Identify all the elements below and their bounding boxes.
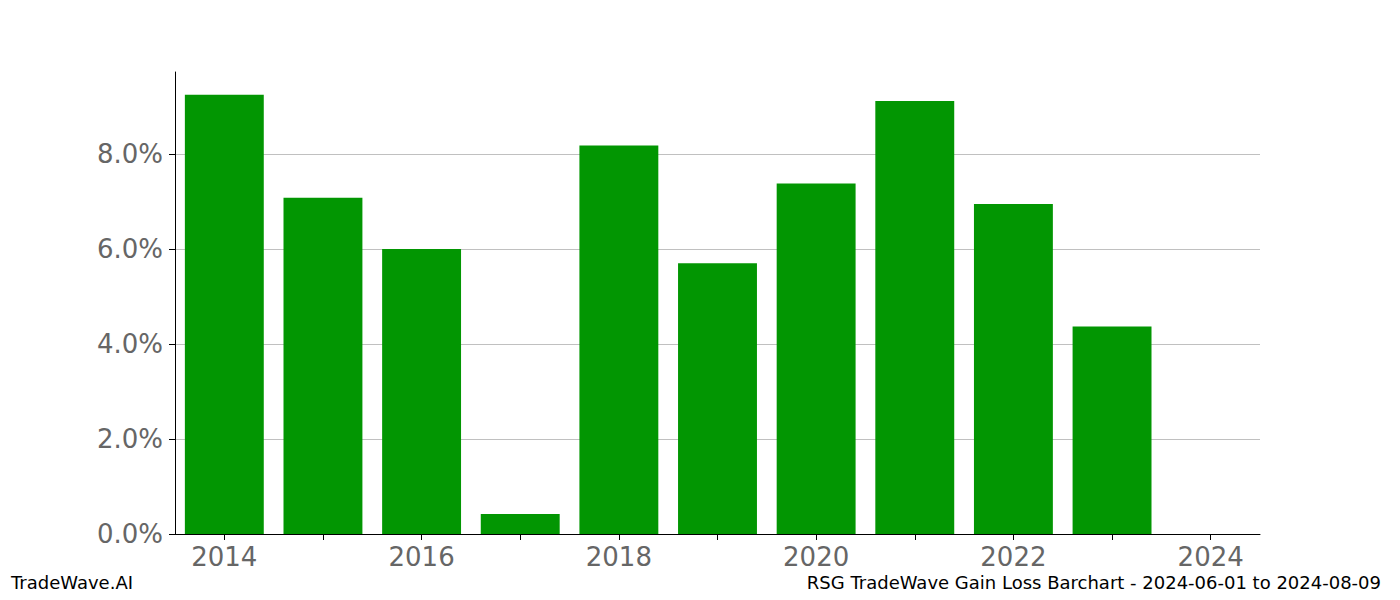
svg-text:8.0%: 8.0% bbox=[97, 139, 163, 169]
svg-text:2024: 2024 bbox=[1178, 542, 1244, 572]
svg-text:TradeWave.AI: TradeWave.AI bbox=[10, 572, 133, 593]
svg-text:0.0%: 0.0% bbox=[97, 519, 163, 549]
svg-text:4.0%: 4.0% bbox=[97, 329, 163, 359]
svg-text:2014: 2014 bbox=[191, 542, 257, 572]
svg-text:2018: 2018 bbox=[586, 542, 652, 572]
svg-text:2022: 2022 bbox=[980, 542, 1046, 572]
svg-text:2016: 2016 bbox=[389, 542, 455, 572]
svg-text:2020: 2020 bbox=[783, 542, 849, 572]
svg-text:RSG TradeWave Gain Loss Barcha: RSG TradeWave Gain Loss Barchart - 2024-… bbox=[807, 572, 1381, 593]
svg-text:6.0%: 6.0% bbox=[97, 234, 163, 264]
svg-text:2.0%: 2.0% bbox=[97, 424, 163, 454]
